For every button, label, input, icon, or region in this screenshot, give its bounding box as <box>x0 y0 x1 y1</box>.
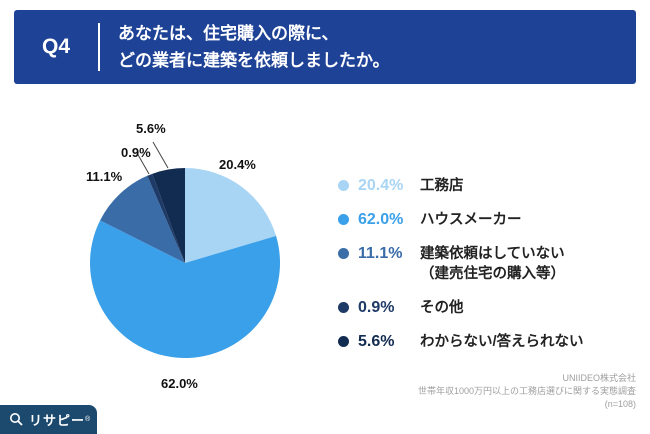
header-divider <box>98 23 100 71</box>
legend-percent: 5.6% <box>358 333 395 350</box>
pie-chart-area <box>75 120 305 390</box>
logo-registered-mark: ® <box>85 416 91 423</box>
legend-percent: 20.4% <box>358 177 404 194</box>
legend-percent: 0.9% <box>358 299 395 316</box>
leader-line-other <box>136 152 150 175</box>
legend-dot <box>338 214 349 225</box>
question-title-line2: どの業者に建築を依頼しましたか。 <box>118 51 390 70</box>
legend-dot <box>338 180 349 191</box>
question-header: Q4 あなたは、住宅購入の際に、 どの業者に建築を依頼しましたか。 <box>14 10 636 84</box>
legend-label: 建築依頼はしていない （建売住宅の購入等） <box>420 244 565 284</box>
credit-sample-size: (n=108) <box>604 399 636 409</box>
resapy-logo: リサピー ® <box>0 405 97 434</box>
legend-label: その他 <box>420 300 464 316</box>
pie-slice-1 <box>90 220 281 359</box>
logo-text: リサピー <box>29 413 86 428</box>
pie-slice-2 <box>100 175 185 263</box>
legend-label: ハウスメーカー <box>420 212 522 228</box>
question-number: Q4 <box>41 35 70 58</box>
question-title-line1: あなたは、住宅購入の際に、 <box>118 24 339 43</box>
legend-dot <box>338 336 349 347</box>
pie-slice-0 <box>185 168 277 263</box>
legend-dot <box>338 302 349 313</box>
legend-row-housemaker: 62.0% ハウスメーカー <box>338 210 638 230</box>
legend-percent: 62.0% <box>358 211 404 228</box>
legend-row-unknown: 5.6% わからない/答えられない <box>338 332 638 352</box>
survey-credit: UNIIDEO株式会社 世帯年収1000万円以上の工務店選びに関する実態調査 (… <box>418 372 636 411</box>
credit-survey-name: 世帯年収1000万円以上の工務店選びに関する実態調査 <box>417 386 636 396</box>
pie-label-unknown: 5.6% <box>136 121 166 136</box>
legend-row-koumuten: 20.4% 工務店 <box>338 176 638 196</box>
legend-percent: 11.1% <box>358 245 403 262</box>
magnifier-icon <box>10 413 23 426</box>
pie-chart <box>90 141 281 359</box>
pie-label-housemaker: 62.0% <box>161 376 198 391</box>
question-title: あなたは、住宅購入の際に、 どの業者に建築を依頼しましたか。 <box>118 20 390 74</box>
pie-label-no-request: 11.1% <box>86 169 123 184</box>
legend-dot <box>338 248 349 259</box>
pie-label-other: 0.9% <box>121 145 151 160</box>
legend-label-line2: （建売住宅の購入等） <box>420 266 565 282</box>
pie-slice-4 <box>152 168 185 263</box>
pie-slice-3 <box>147 173 185 263</box>
leader-line-unknown <box>152 141 169 169</box>
credit-company: UNIIDEO株式会社 <box>562 373 636 383</box>
legend-row-other: 0.9% その他 <box>338 298 638 318</box>
legend-row-no-request: 11.1% 建築依頼はしていない （建売住宅の購入等） <box>338 244 638 284</box>
legend: 20.4% 工務店 62.0% ハウスメーカー 11.1% 建築依頼はしていない… <box>338 176 638 366</box>
legend-label: わからない/答えられない <box>420 334 584 350</box>
legend-label-line1: 建築依頼はしていない <box>420 246 565 262</box>
pie-label-koumuten: 20.4% <box>219 157 256 172</box>
legend-label: 工務店 <box>420 178 464 194</box>
